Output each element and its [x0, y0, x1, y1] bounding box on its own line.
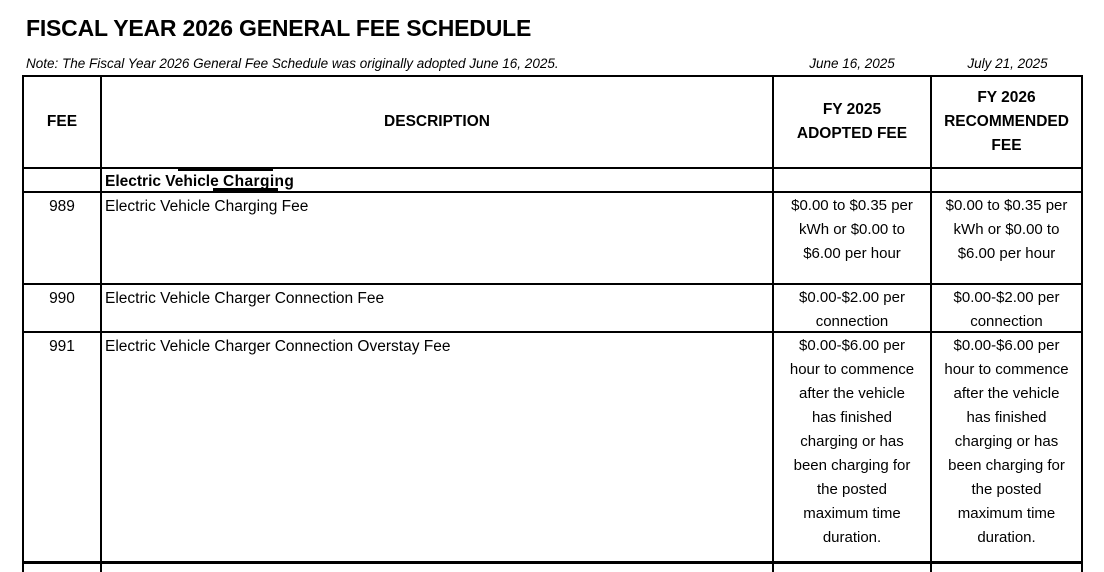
charging-underline-mark: [213, 188, 278, 191]
header-fy2026-recommended-fee: FY 2026 RECOMMENDED FEE: [932, 77, 1081, 169]
description-cell: Electric Vehicle Charging Fee: [102, 193, 774, 285]
schedule-note: Note: The Fiscal Year 2026 General Fee S…: [26, 56, 559, 71]
fee-number-cell: 990: [24, 285, 102, 333]
section-title-marked-word: Charging: [223, 173, 295, 190]
partial-row-description-cell: [102, 564, 774, 572]
partial-row-fy2025-cell: [774, 564, 932, 572]
fy2025-fee-cell: $0.00 to $0.35 per kWh or $0.00 to $6.00…: [774, 193, 932, 285]
description-cell: Electric Vehicle Charger Connection Fee: [102, 285, 774, 333]
header-description: DESCRIPTION: [102, 77, 774, 169]
fee-schedule-table: FEE DESCRIPTION FY 2025 ADOPTED FEE FY 2…: [22, 75, 1083, 572]
header-fy2025-adopted-fee: FY 2025 ADOPTED FEE: [774, 77, 932, 169]
page-title: FISCAL YEAR 2026 GENERAL FEE SCHEDULE: [26, 15, 532, 41]
fy2026-fee-cell: $0.00 to $0.35 per kWh or $0.00 to $6.00…: [932, 193, 1081, 285]
section-row-fy2025-cell: [774, 169, 932, 193]
fy2025-fee-cell: $0.00-$2.00 per connection: [774, 285, 932, 333]
recommended-date: July 21, 2025: [967, 56, 1048, 71]
header-fee: FEE: [24, 77, 102, 169]
partial-row-fy2026-cell: [932, 564, 1081, 572]
section-title-prefix: Electric Vehicle: [105, 173, 224, 190]
fee-number-cell: 989: [24, 193, 102, 285]
section-row-fy2026-cell: [932, 169, 1081, 193]
section-row-fee-cell: [24, 169, 102, 193]
adopted-date: June 16, 2025: [809, 56, 895, 71]
description-cell: Electric Vehicle Charger Connection Over…: [102, 333, 774, 564]
fy2025-fee-cell: $0.00-$6.00 per hour to commence after t…: [774, 333, 932, 564]
fee-number-cell: 991: [24, 333, 102, 564]
section-title-electric-vehicle-charging: Electric Vehicle Charging: [102, 169, 774, 193]
charging-overline-mark: [178, 169, 273, 171]
partial-row-fee-cell: [24, 564, 102, 572]
fy2026-fee-cell: $0.00-$2.00 per connection: [932, 285, 1081, 333]
fy2026-fee-cell: $0.00-$6.00 per hour to commence after t…: [932, 333, 1081, 564]
